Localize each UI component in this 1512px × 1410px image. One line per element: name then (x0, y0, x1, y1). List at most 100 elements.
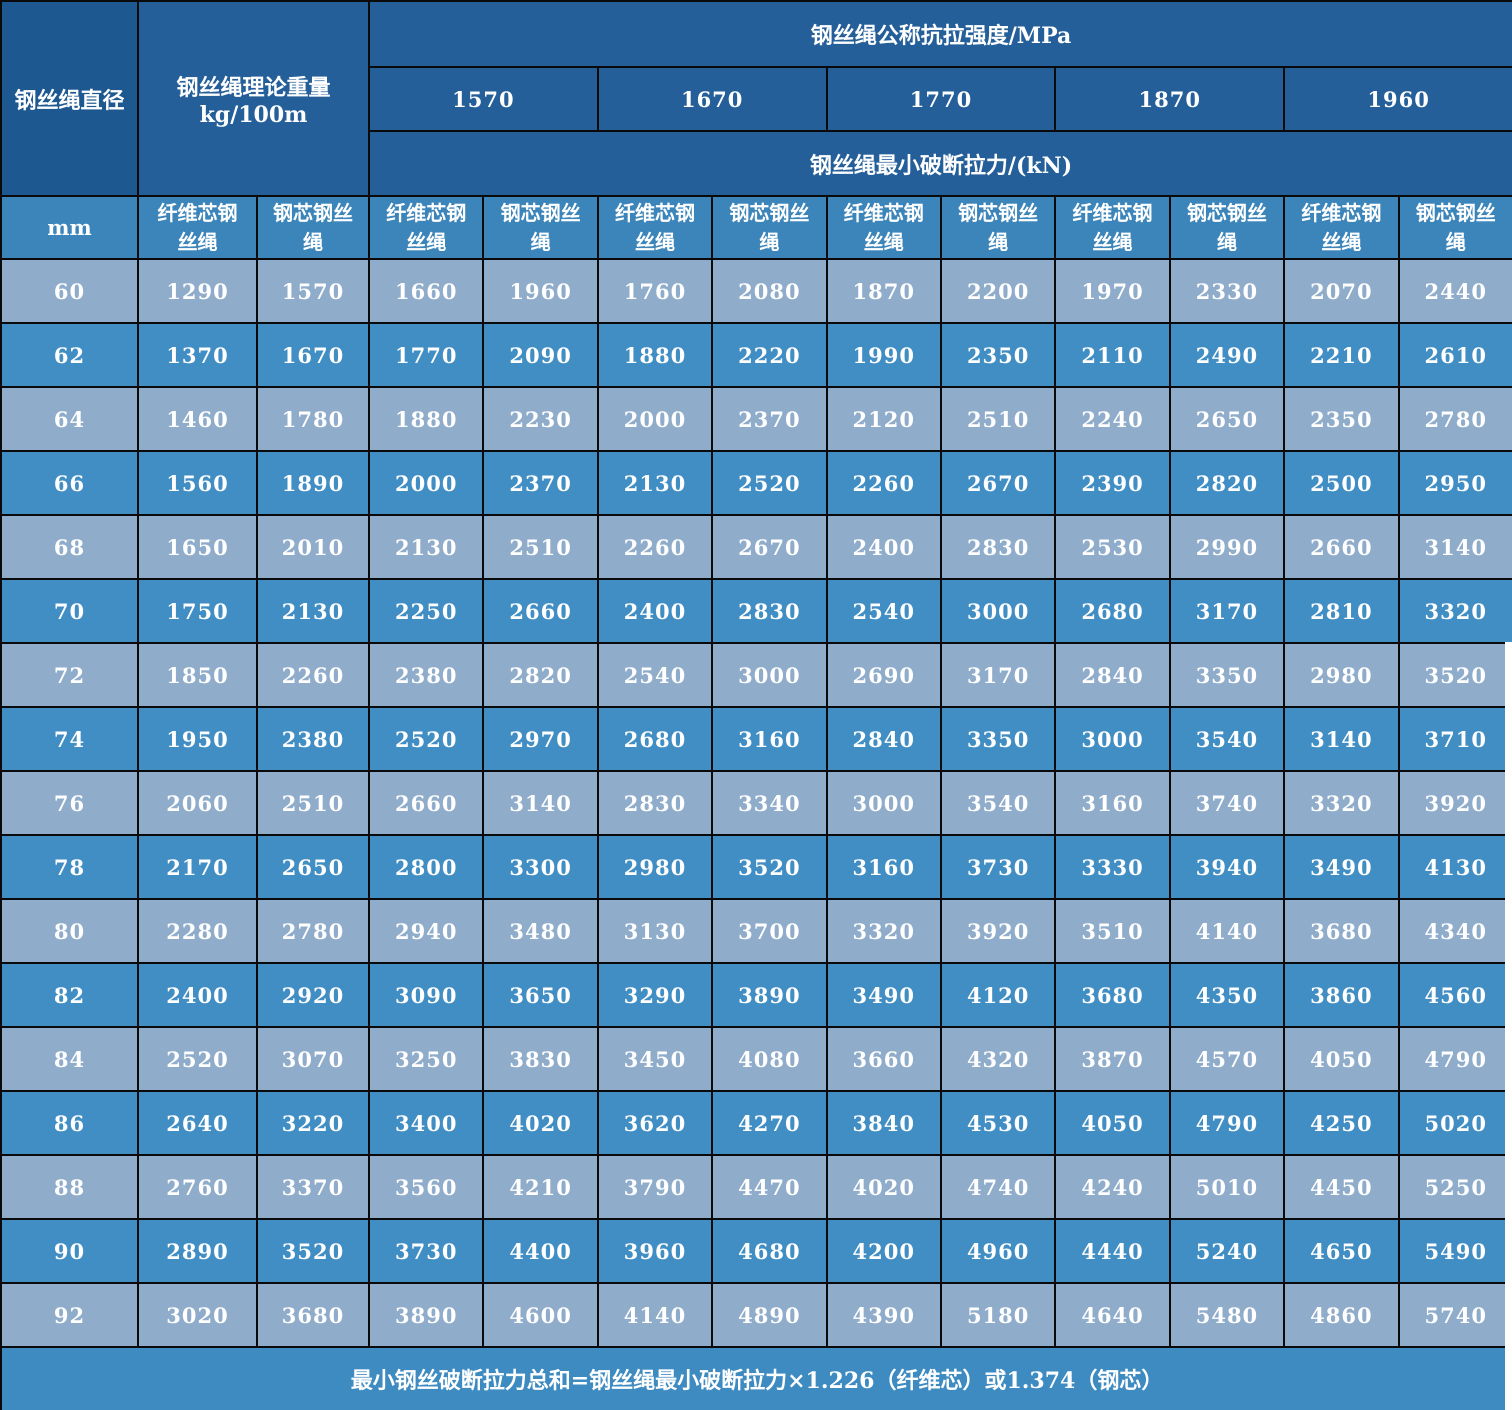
value-cell: 3170 (939, 642, 1057, 708)
value-cell: 2230 (482, 386, 599, 452)
value-cell: 4650 (1283, 1218, 1400, 1284)
footer-row: 最小钢丝破断拉力总和=钢丝绳最小破断拉力×1.226（纤维芯）或1.374（钢芯… (0, 1346, 1512, 1410)
steel-core-header-cell: 钢芯钢丝 绳 (1168, 195, 1286, 260)
value-cell: 1570 (255, 258, 371, 324)
table-row: 86 2640 3220 3400 4020 3620 4270 3840 45… (0, 1090, 1512, 1156)
value-cell: 4640 (1054, 1282, 1171, 1348)
table-row: 88 2760 3370 3560 4210 3790 4470 4020 47… (0, 1154, 1512, 1220)
value-cell: 3620 (596, 1090, 714, 1156)
value-cell: 3710 (1397, 706, 1512, 772)
table-row: 84 2520 3070 3250 3830 3450 4080 3660 43… (0, 1026, 1512, 1092)
value-cell: 1560 (137, 450, 258, 516)
value-cell: 4020 (482, 1090, 599, 1156)
value-cell: 2510 (939, 386, 1057, 452)
value-cell: 2810 (1283, 578, 1400, 644)
value-cell: 2370 (482, 450, 599, 516)
strength-title-cell: 钢丝绳公称抗拉强度/MPa (368, 0, 1512, 68)
value-cell: 4250 (1283, 1090, 1400, 1156)
value-cell: 3860 (1283, 962, 1400, 1028)
value-cell: 3140 (1283, 706, 1400, 772)
table-row: 62 1370 1670 1770 2090 1880 2220 1990 23… (0, 322, 1512, 388)
value-cell: 3170 (1168, 578, 1286, 644)
value-cell: 3340 (711, 770, 828, 836)
value-cell: 1880 (368, 386, 485, 452)
value-cell: 3540 (939, 770, 1057, 836)
table-row: 68 1650 2010 2130 2510 2260 2670 2400 28… (0, 514, 1512, 580)
fiber-core-header-cell: 纤维芯钢 丝绳 (596, 195, 714, 260)
value-cell: 3140 (482, 770, 599, 836)
value-cell: 2680 (596, 706, 714, 772)
value-cell: 4140 (1168, 898, 1286, 964)
value-cell: 2540 (596, 642, 714, 708)
value-cell: 2800 (368, 834, 485, 900)
value-cell: 2210 (1283, 322, 1400, 388)
value-cell: 4960 (939, 1218, 1057, 1284)
page-background-strip (1505, 642, 1512, 1410)
value-cell: 3560 (368, 1154, 485, 1220)
value-cell: 2940 (368, 898, 485, 964)
value-cell: 3320 (1283, 770, 1400, 836)
value-cell: 4470 (711, 1154, 828, 1220)
value-cell: 3480 (482, 898, 599, 964)
value-cell: 1950 (137, 706, 258, 772)
value-cell: 2830 (939, 514, 1057, 580)
table-row: 72 1850 2260 2380 2820 2540 3000 2690 31… (0, 642, 1512, 708)
value-cell: 2690 (825, 642, 942, 708)
value-cell: 2000 (596, 386, 714, 452)
value-cell: 2780 (1397, 386, 1512, 452)
value-cell: 2520 (137, 1026, 258, 1092)
value-cell: 2830 (711, 578, 828, 644)
value-cell: 3000 (1054, 706, 1171, 772)
value-cell: 3680 (255, 1282, 371, 1348)
value-cell: 2400 (596, 578, 714, 644)
value-cell: 4570 (1168, 1026, 1286, 1092)
value-cell: 2260 (255, 642, 371, 708)
value-cell: 4020 (825, 1154, 942, 1220)
steel-core-header-cell: 钢芯钢丝 绳 (711, 195, 828, 260)
value-cell: 1850 (137, 642, 258, 708)
diameter-cell: 74 (0, 706, 139, 772)
value-cell: 4140 (596, 1282, 714, 1348)
value-cell: 3920 (1397, 770, 1512, 836)
diameter-cell: 86 (0, 1090, 139, 1156)
value-cell: 2330 (1168, 258, 1286, 324)
value-cell: 2130 (596, 450, 714, 516)
value-cell: 2110 (1054, 322, 1171, 388)
value-cell: 2000 (368, 450, 485, 516)
value-cell: 3000 (939, 578, 1057, 644)
value-cell: 3730 (939, 834, 1057, 900)
value-cell: 2970 (482, 706, 599, 772)
value-cell: 4890 (711, 1282, 828, 1348)
value-cell: 4210 (482, 1154, 599, 1220)
value-cell: 4530 (939, 1090, 1057, 1156)
fiber-core-header-cell: 纤维芯钢 丝绳 (368, 195, 485, 260)
value-cell: 3680 (1054, 962, 1171, 1028)
diameter-header-cell: 钢丝绳直径 (0, 0, 139, 197)
value-cell: 4120 (939, 962, 1057, 1028)
value-cell: 3330 (1054, 834, 1171, 900)
value-cell: 4450 (1283, 1154, 1400, 1220)
table-row: 78 2170 2650 2800 3300 2980 3520 3160 37… (0, 834, 1512, 900)
value-cell: 3680 (1283, 898, 1400, 964)
diameter-cell: 68 (0, 514, 139, 580)
table-row: 80 2280 2780 2940 3480 3130 3700 3320 39… (0, 898, 1512, 964)
value-cell: 2350 (939, 322, 1057, 388)
steel-core-header-cell: 钢芯钢丝 绳 (939, 195, 1057, 260)
value-cell: 3830 (482, 1026, 599, 1092)
value-cell: 5010 (1168, 1154, 1286, 1220)
value-cell: 4350 (1168, 962, 1286, 1028)
value-cell: 2120 (825, 386, 942, 452)
value-cell: 4860 (1283, 1282, 1400, 1348)
value-cell: 2380 (255, 706, 371, 772)
value-cell: 2090 (482, 322, 599, 388)
diameter-cell: 70 (0, 578, 139, 644)
steel-core-header-cell: 钢芯钢丝 绳 (1397, 195, 1512, 260)
diameter-cell: 60 (0, 258, 139, 324)
strength-value-cell: 1770 (825, 66, 1057, 132)
value-cell: 5240 (1168, 1218, 1286, 1284)
value-cell: 3300 (482, 834, 599, 900)
value-cell: 3160 (1054, 770, 1171, 836)
table-row: 70 1750 2130 2250 2660 2400 2830 2540 30… (0, 578, 1512, 644)
value-cell: 2660 (482, 578, 599, 644)
value-cell: 3160 (825, 834, 942, 900)
